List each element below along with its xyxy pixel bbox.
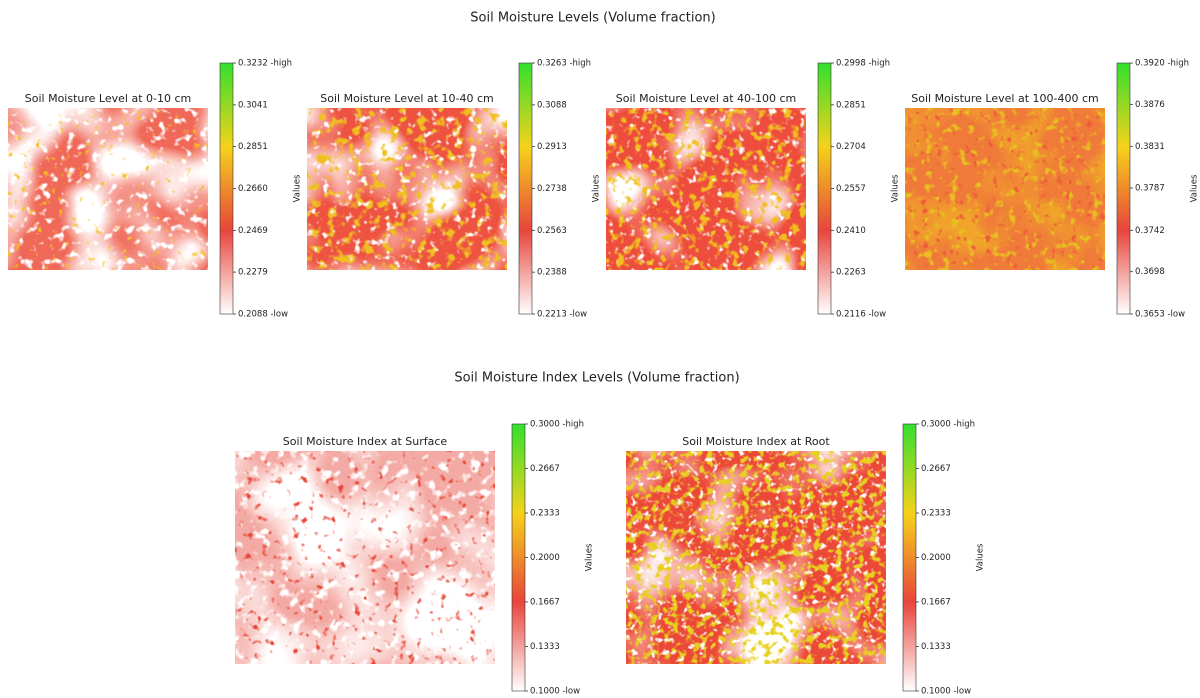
panel-title: Soil Moisture Index at Root [682,435,830,448]
colorbar-tick-label: 0.1667 [530,597,560,607]
colorbar-tick-label: 0.3653 -low [1135,310,1185,320]
colorbar-tick-label: 0.3232 -high [238,59,292,69]
colorbar-tick-label: 0.2333 [530,509,560,519]
colorbar-tick-label: 0.3263 -high [537,59,591,69]
colorbar-tick-label: 0.3000 -high [921,420,975,430]
colorbar-tick-label: 0.2213 -low [537,310,587,320]
colorbar-tick-label: 0.3787 [1135,184,1165,194]
colorbar-label: Values [976,543,986,571]
colorbar-tick-label: 0.2667 [530,464,560,474]
colorbar-tick-label: 0.3876 [1135,100,1165,110]
heatmap-texture [606,108,806,270]
colorbar-label: Values [891,174,901,202]
colorbar-tick-label: 0.3000 -high [530,420,584,430]
colorbar-tick-label: 0.1333 [921,642,951,652]
heatmap-texture [626,451,886,664]
colorbar-tick-label: 0.2998 -high [836,59,890,69]
colorbar-tick-label: 0.2263 [836,268,866,278]
panel-title: Soil Moisture Level at 10-40 cm [320,92,493,105]
heatmap-panel: Soil Moisture Level at 40-100 cm 0.2116 -… [606,59,901,320]
colorbar-tick-label: 0.2279 [238,268,268,278]
colorbar-tick-label: 0.1333 [530,642,560,652]
colorbar [512,424,525,691]
colorbar-label: Values [293,174,303,202]
colorbar-tick-label: 0.2704 [836,142,866,152]
panel-title: Soil Moisture Level at 0-10 cm [25,92,191,105]
colorbar-tick-label: 0.2469 [238,226,268,236]
colorbar [818,63,831,314]
heatmap-panel: Soil Moisture Index at Surface 0.1000 -lo… [235,420,595,697]
figure: Soil Moisture Levels (Volume fraction) S… [0,0,1200,698]
colorbar-tick-label: 0.3698 [1135,267,1165,277]
colorbar-tick-label: 0.2088 -low [238,310,288,320]
heatmap-texture [307,108,507,270]
heatmap-texture [8,108,208,270]
panel-title: Soil Moisture Index at Surface [283,435,448,448]
colorbar-tick-label: 0.2563 [537,226,567,236]
colorbar-tick-label: 0.3742 [1135,226,1165,236]
colorbar-tick-label: 0.2738 [537,184,567,194]
colorbar-tick-label: 0.3920 -high [1135,59,1189,69]
colorbar-tick-label: 0.1667 [921,597,951,607]
colorbar [1117,63,1130,314]
colorbar-tick-label: 0.2851 [836,100,866,110]
colorbar-label: Values [585,543,595,571]
figure-title: Soil Moisture Index Levels (Volume fract… [454,371,739,386]
colorbar-label: Values [592,174,602,202]
heatmap-panel: Soil Moisture Level at 100-400 cm 0.3653 … [905,59,1200,320]
colorbar-tick-label: 0.2116 -low [836,310,886,320]
colorbar [903,424,916,691]
heatmap-panel: Soil Moisture Index at Root 0.1000 -low 0.… [626,420,986,697]
colorbar-tick-label: 0.2913 [537,142,567,152]
colorbar-tick-label: 0.2557 [836,184,866,194]
colorbar [220,63,233,314]
colorbar-tick-label: 0.2410 [836,226,866,236]
colorbar-tick-label: 0.2667 [921,464,951,474]
colorbar-label: Values [1190,174,1200,202]
colorbar-tick-label: 0.1000 -low [921,687,971,697]
colorbar-tick-label: 0.2388 [537,268,567,278]
colorbar-tick-label: 0.2000 [530,553,560,563]
figure-title: Soil Moisture Levels (Volume fraction) [470,11,715,26]
heatmap-panel: Soil Moisture Level at 10-40 cm 0.2213 -l… [307,59,602,320]
colorbar-tick-label: 0.1000 -low [530,687,580,697]
heatmap-texture [235,451,495,664]
heatmap-texture [905,108,1105,270]
colorbar [519,63,532,314]
colorbar-tick-label: 0.2660 [238,184,268,194]
colorbar-tick-label: 0.3088 [537,100,567,110]
colorbar-tick-label: 0.2333 [921,509,951,519]
panel-title: Soil Moisture Level at 40-100 cm [616,92,796,105]
colorbar-tick-label: 0.3831 [1135,142,1165,152]
colorbar-tick-label: 0.2000 [921,553,951,563]
colorbar-tick-label: 0.2851 [238,142,268,152]
heatmap-panel: Soil Moisture Level at 0-10 cm 0.2088 -lo… [8,59,303,320]
colorbar-tick-label: 0.3041 [238,100,268,110]
panel-title: Soil Moisture Level at 100-400 cm [911,92,1098,105]
